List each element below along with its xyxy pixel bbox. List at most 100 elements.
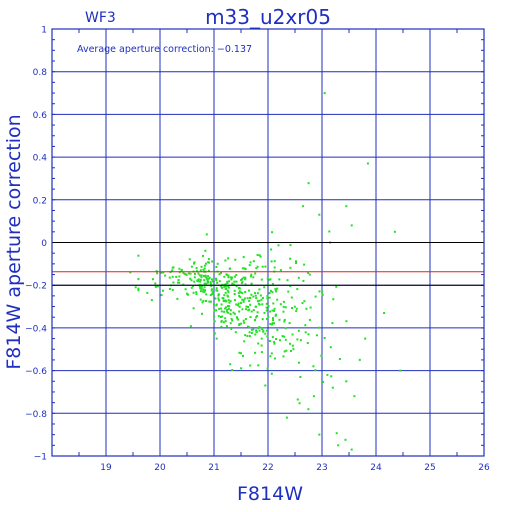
data-point (252, 260, 255, 263)
data-point (250, 328, 253, 331)
data-point (250, 310, 253, 313)
data-point (234, 299, 236, 302)
data-point (176, 297, 179, 300)
data-point (337, 444, 340, 447)
data-point (256, 315, 259, 317)
data-point (205, 300, 207, 302)
data-point (257, 364, 260, 367)
data-point (263, 311, 266, 314)
data-point (203, 282, 206, 285)
data-point (200, 287, 203, 290)
data-point (231, 282, 234, 285)
data-point (335, 285, 338, 288)
data-point (298, 361, 300, 364)
y-tick-label: 0.2 (33, 196, 47, 206)
data-point (266, 277, 269, 280)
data-point (296, 288, 299, 291)
data-point (238, 324, 241, 326)
data-point (196, 270, 199, 273)
data-point (291, 333, 294, 336)
data-point (350, 224, 353, 227)
data-point (202, 254, 204, 257)
data-point (241, 308, 244, 311)
data-point (299, 376, 302, 378)
data-point (252, 309, 255, 312)
data-point (199, 278, 202, 281)
data-point (227, 285, 230, 287)
data-point (210, 293, 213, 296)
data-point (204, 274, 207, 277)
data-point (223, 294, 226, 297)
data-point (262, 329, 265, 332)
data-point (241, 267, 244, 270)
data-point (321, 293, 324, 296)
data-point (256, 292, 259, 295)
data-point (309, 306, 312, 309)
data-point (226, 308, 229, 311)
data-point (190, 286, 193, 289)
data-point (213, 309, 216, 312)
data-point (206, 281, 209, 284)
data-point (214, 297, 217, 300)
data-point (199, 287, 202, 290)
data-point (302, 279, 305, 282)
data-point (281, 335, 284, 338)
data-point (242, 299, 245, 301)
data-point (303, 300, 306, 303)
data-point (146, 291, 149, 294)
data-point (229, 309, 232, 312)
data-point (331, 386, 334, 389)
data-point (215, 309, 218, 312)
data-point (287, 290, 290, 293)
data-point (265, 329, 268, 332)
data-point (211, 260, 214, 263)
data-point (271, 291, 274, 294)
y-tick-label: 0.4 (33, 154, 48, 164)
data-point (248, 264, 251, 267)
data-point (256, 300, 259, 303)
data-point (302, 205, 305, 208)
data-point (233, 275, 236, 278)
data-point (220, 310, 223, 313)
data-point (296, 398, 299, 401)
data-point (305, 307, 308, 310)
data-point (218, 273, 221, 276)
data-point (245, 308, 248, 311)
data-point (235, 274, 238, 276)
data-point (293, 305, 296, 308)
data-point (258, 288, 261, 291)
data-point (289, 257, 292, 260)
data-point (213, 320, 216, 323)
data-point (183, 272, 186, 275)
chart-title: m33_u2xr05 (205, 5, 331, 29)
data-point (308, 318, 311, 321)
data-point (213, 303, 215, 306)
data-point (252, 276, 255, 279)
data-point (273, 342, 276, 345)
data-point (233, 280, 236, 283)
data-point (180, 270, 183, 273)
x-tick-label: 23 (316, 463, 327, 473)
data-point (172, 281, 175, 284)
data-point (207, 277, 210, 280)
data-point (220, 325, 223, 328)
data-point (244, 297, 246, 300)
data-point (208, 300, 211, 303)
data-point (222, 321, 225, 324)
data-point (274, 314, 277, 317)
data-point (210, 283, 212, 286)
data-point (320, 354, 323, 357)
data-point (164, 274, 167, 277)
x-tick-label: 22 (262, 463, 273, 473)
data-point (243, 321, 246, 324)
data-point (238, 287, 241, 290)
x-axis-label: F814W (237, 483, 303, 505)
data-point (276, 287, 279, 290)
data-point (241, 280, 244, 283)
data-point (225, 306, 227, 309)
data-point (237, 302, 240, 305)
data-point (235, 303, 238, 306)
data-point (239, 291, 242, 294)
data-point (205, 277, 208, 280)
